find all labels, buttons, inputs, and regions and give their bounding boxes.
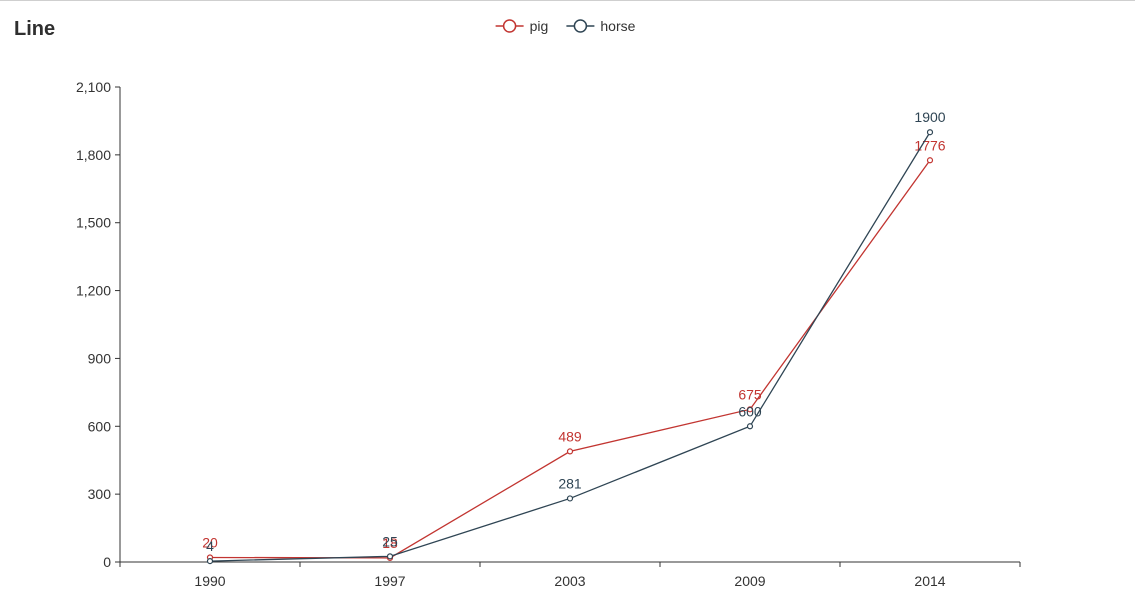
data-point-pig[interactable] [566,448,574,455]
data-point-horse[interactable] [386,553,394,560]
data-label-pig: 20 [202,534,218,550]
data-label-horse: 281 [558,475,582,491]
data-point-pig[interactable] [926,157,934,164]
data-label-pig: 18 [382,535,398,551]
x-tick-label: 2014 [914,573,945,589]
data-point-horse[interactable] [926,129,934,136]
legend-item-horse[interactable]: horse [566,18,636,34]
data-label-pig: 489 [558,428,582,444]
data-label-horse: 600 [738,403,762,419]
y-tick-label: 300 [88,486,112,502]
legend-item-pig[interactable]: pig [495,18,549,34]
data-label-horse: 25 [382,533,398,549]
legend-label: pig [530,18,549,34]
data-label-horse: 1900 [914,109,945,125]
x-tick-label: 2003 [554,573,585,589]
data-label-horse: 4 [206,538,214,554]
y-tick-label: 1,500 [76,215,111,231]
legend-circle-icon [502,19,517,33]
data-point-horse[interactable] [746,423,754,430]
y-tick-label: 0 [103,554,111,570]
x-tick-label: 2009 [734,573,765,589]
top-divider [0,0,1135,1]
legend: pig horse [495,18,636,34]
data-point-pig[interactable] [746,406,754,413]
x-tick-label: 1990 [194,573,225,589]
y-tick-label: 1,200 [76,283,111,299]
series-horse: 4 25 281 600 1900 [206,109,946,565]
x-tick-label: 1997 [374,573,405,589]
data-point-horse[interactable] [206,557,214,565]
chart-series: 20 18 489 675 1776 4 25 281 600 1900 [202,109,946,565]
y-tick-label: 600 [88,418,112,434]
chart-title: Line [14,18,56,40]
y-tick-label: 1,800 [76,147,111,163]
data-point-horse[interactable] [566,495,574,502]
data-label-pig: 675 [738,386,762,402]
legend-label: horse [600,18,635,34]
data-label-pig: 1776 [914,137,945,153]
chart-axes: 0 300 600 900 1,200 1,500 1,800 2,100 1990 1997 20… [76,79,1021,589]
y-tick-label: 2,100 [76,79,111,95]
y-tick-label: 900 [88,350,112,366]
legend-circle-icon [573,19,588,33]
